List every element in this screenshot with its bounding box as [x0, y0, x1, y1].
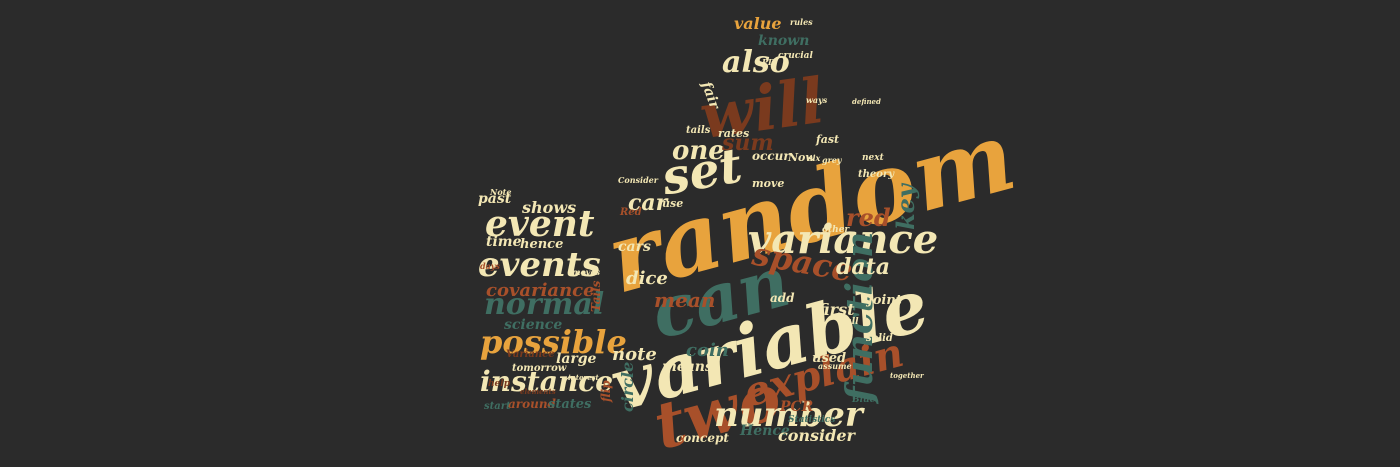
word-PD: PD: [762, 57, 775, 67]
word-dice: dice: [626, 268, 668, 289]
word-one: one: [672, 136, 725, 166]
word-instance: instance: [480, 365, 614, 398]
word-number: number: [714, 395, 863, 435]
word-variance: variance: [748, 216, 939, 263]
word-Hence: Hence: [740, 423, 790, 439]
word-circle: circle: [618, 361, 637, 412]
word-joint: joint: [868, 293, 902, 308]
word-Statistics: Statistics: [788, 415, 836, 425]
word-concept: concept: [676, 431, 729, 445]
word-Blue: Blue: [852, 395, 876, 405]
word-grey: grey: [822, 155, 842, 165]
word-also: also: [722, 45, 790, 80]
word-days: days: [480, 261, 500, 271]
word-tomorrow: tomorrow: [512, 363, 567, 374]
word-normal: normal: [484, 287, 605, 322]
word-sum: sum: [722, 130, 774, 156]
word-solid: solid: [866, 333, 893, 344]
word-cars: cars: [618, 239, 651, 255]
word-flip: flip: [599, 380, 613, 402]
word-events: events: [478, 245, 601, 285]
word-coin: coin: [686, 340, 729, 361]
word-large: large: [556, 351, 597, 367]
word-Red: Red: [620, 207, 642, 218]
word-covariance: covariance: [486, 280, 595, 301]
word-rules: rules: [790, 17, 813, 27]
word-time: time: [486, 234, 522, 250]
word-Tails: Tails: [589, 280, 603, 312]
word-fall: fall: [842, 317, 859, 327]
word-use: use: [662, 197, 684, 210]
word-around: around: [508, 397, 556, 411]
word-key: key: [891, 184, 920, 230]
word-known: known: [758, 33, 810, 49]
word-moves: moves: [572, 267, 601, 277]
word-rates: rates: [718, 127, 750, 140]
word-consider: consider: [778, 426, 855, 445]
word-red: red: [846, 203, 891, 232]
word-science: science: [504, 317, 563, 333]
word-mean: mean: [654, 288, 716, 312]
word-past: past: [478, 191, 512, 207]
word-start: start: [484, 401, 511, 412]
word-defined: defined: [852, 97, 881, 106]
word-next: next: [862, 153, 884, 163]
word-six: six: [808, 153, 821, 163]
word-Now: Now: [788, 151, 815, 164]
word-occur: occur: [752, 149, 790, 163]
word-interest: interest: [568, 373, 599, 382]
word-note: note: [612, 344, 657, 365]
word-means: means: [662, 359, 713, 375]
word-data: data: [836, 254, 891, 280]
word-Note: Note: [490, 187, 512, 197]
word-shows: shows: [522, 198, 577, 217]
word-ways: ways: [806, 95, 828, 105]
word-used: used: [812, 351, 847, 366]
word-theory: theory: [858, 169, 895, 180]
word-states: states: [548, 397, 592, 412]
word-car: car: [628, 190, 668, 216]
word-PCR: PCR: [780, 399, 814, 415]
word-elements: elements: [520, 387, 556, 396]
word-move: move: [752, 177, 785, 190]
word-assume: assume: [818, 361, 852, 371]
word-help: help: [488, 379, 510, 389]
word-add: add: [770, 291, 795, 305]
word-other: other: [822, 225, 850, 235]
word-crucial: crucial: [778, 51, 813, 61]
word-together: together: [890, 371, 924, 380]
word-possible: possible: [480, 323, 627, 361]
word-Variance: Variance: [506, 349, 555, 360]
word-hence: hence: [520, 237, 564, 252]
word-fast: fast: [816, 133, 840, 146]
word-first: first: [818, 300, 855, 319]
word-Consider: Consider: [618, 175, 658, 185]
word-tails: tails: [686, 125, 711, 136]
word-value: value: [734, 14, 782, 33]
word-event: event: [485, 203, 595, 245]
